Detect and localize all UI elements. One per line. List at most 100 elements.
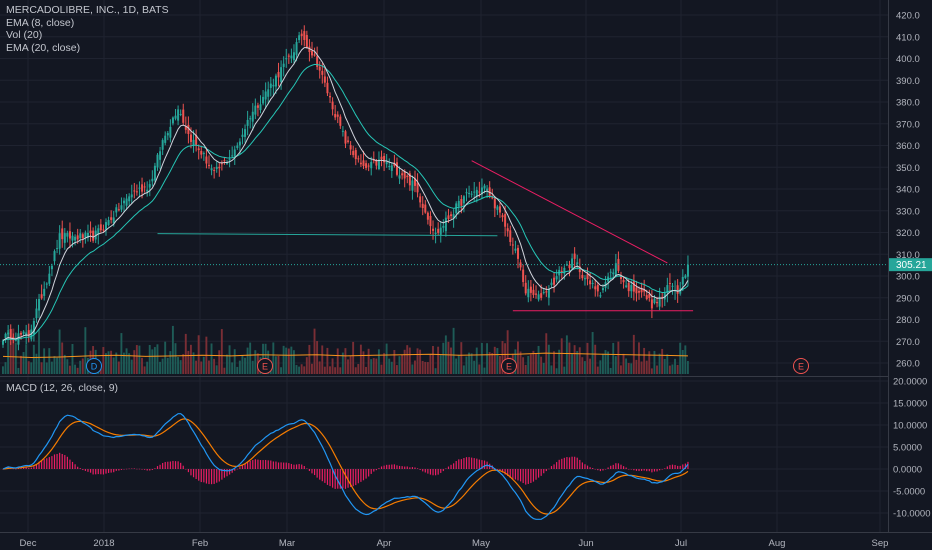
candle-body[interactable] <box>455 203 458 214</box>
candle-body[interactable] <box>215 166 218 169</box>
candle-body[interactable] <box>452 214 455 219</box>
candle-body[interactable] <box>336 114 339 117</box>
candle-body[interactable] <box>568 264 571 269</box>
candle-body[interactable] <box>63 233 66 243</box>
candle-body[interactable] <box>480 187 483 195</box>
candle-body[interactable] <box>35 308 38 319</box>
candle-body[interactable] <box>264 91 267 100</box>
candle-body[interactable] <box>522 269 525 282</box>
time-axis[interactable]: Dec 2018 Feb Mar Apr May Jun Jul Aug Sep <box>20 538 889 549</box>
candle-body[interactable] <box>334 114 337 118</box>
candle-body[interactable] <box>393 163 396 166</box>
candle-body[interactable] <box>583 278 586 280</box>
candle-body[interactable] <box>262 96 265 104</box>
candle-body[interactable] <box>578 266 581 273</box>
candle-body[interactable] <box>50 265 53 270</box>
candle-body[interactable] <box>372 159 375 161</box>
candle-body[interactable] <box>66 233 69 237</box>
candle-body[interactable] <box>408 173 411 186</box>
candle-body[interactable] <box>151 178 154 182</box>
candle-body[interactable] <box>486 188 489 191</box>
candle-body[interactable] <box>32 320 35 335</box>
candle-body[interactable] <box>635 287 638 294</box>
candle-body[interactable] <box>509 230 512 242</box>
candle-body[interactable] <box>385 162 388 165</box>
candle-body[interactable] <box>421 203 424 209</box>
candle-body[interactable] <box>256 105 259 108</box>
candle-body[interactable] <box>84 232 87 238</box>
candle-body[interactable] <box>99 224 102 231</box>
candle-body[interactable] <box>40 294 43 299</box>
candle-body[interactable] <box>550 282 553 286</box>
candle-body[interactable] <box>362 160 365 167</box>
candle-body[interactable] <box>241 134 244 137</box>
candle-body[interactable] <box>313 54 316 56</box>
candle-body[interactable] <box>473 191 476 193</box>
candle-body[interactable] <box>547 289 550 298</box>
candle-body[interactable] <box>359 162 362 165</box>
price-axis[interactable]: 420.0 410.0 400.0 390.0 380.0 370.0 360.0 350.0… <box>896 11 920 370</box>
candle-body[interactable] <box>61 228 64 240</box>
candle-body[interactable] <box>622 280 625 283</box>
candle-body[interactable] <box>318 66 321 71</box>
candle-body[interactable] <box>478 191 481 193</box>
event-marker[interactable]: E <box>257 358 273 374</box>
candle-body[interactable] <box>228 159 231 161</box>
candle-body[interactable] <box>411 180 414 191</box>
candle-body[interactable] <box>581 274 584 279</box>
candle-body[interactable] <box>68 231 71 239</box>
candle-body[interactable] <box>205 156 208 164</box>
ema20-line[interactable] <box>2 63 689 341</box>
candle-body[interactable] <box>650 299 653 309</box>
candle-body[interactable] <box>22 331 25 334</box>
candle-body[interactable] <box>365 163 368 168</box>
macd-pane[interactable] <box>2 413 689 520</box>
candle-body[interactable] <box>447 215 450 219</box>
candle-body[interactable] <box>238 141 241 146</box>
candle-body[interactable] <box>434 232 437 235</box>
candle-body[interactable] <box>254 105 257 115</box>
candle-body[interactable] <box>344 131 347 144</box>
candle-body[interactable] <box>401 173 404 176</box>
candle-body[interactable] <box>640 288 643 293</box>
candle-body[interactable] <box>475 189 478 197</box>
candle-body[interactable] <box>14 339 17 341</box>
candle-body[interactable] <box>450 214 453 217</box>
candle-body[interactable] <box>174 115 177 119</box>
candle-body[interactable] <box>92 230 95 241</box>
candle-body[interactable] <box>658 296 661 307</box>
candle-body[interactable] <box>195 134 198 145</box>
candle-body[interactable] <box>148 184 151 188</box>
candle-body[interactable] <box>498 206 501 213</box>
candle-body[interactable] <box>303 31 306 41</box>
legend-symbol[interactable]: MERCADOLIBRE, INC., 1D, BATS <box>6 4 169 16</box>
candle-body[interactable] <box>352 150 355 155</box>
candle-body[interactable] <box>192 139 195 146</box>
candle-body[interactable] <box>565 264 568 266</box>
candle-body[interactable] <box>259 104 262 111</box>
candle-body[interactable] <box>81 234 84 239</box>
candle-body[interactable] <box>367 165 370 167</box>
candle-body[interactable] <box>625 285 628 288</box>
candle-body[interactable] <box>589 280 592 285</box>
candle-body[interactable] <box>218 166 221 169</box>
candle-body[interactable] <box>398 175 401 179</box>
candle-body[interactable] <box>135 191 138 193</box>
candle-body[interactable] <box>599 295 602 297</box>
candle-body[interactable] <box>143 186 146 188</box>
candle-body[interactable] <box>586 274 589 280</box>
candle-body[interactable] <box>89 230 92 234</box>
candle-body[interactable] <box>56 248 59 250</box>
event-marker[interactable]: D <box>86 358 102 374</box>
candle-body[interactable] <box>97 228 100 235</box>
candle-body[interactable] <box>115 207 118 213</box>
legend-ema8[interactable]: EMA (8, close) <box>6 16 75 29</box>
candle-body[interactable] <box>305 35 308 48</box>
candle-body[interactable] <box>112 217 115 224</box>
candle-body[interactable] <box>323 76 326 83</box>
candle-body[interactable] <box>311 51 313 56</box>
candle-body[interactable] <box>164 135 167 143</box>
candle-body[interactable] <box>102 229 105 231</box>
candle-body[interactable] <box>316 56 319 67</box>
